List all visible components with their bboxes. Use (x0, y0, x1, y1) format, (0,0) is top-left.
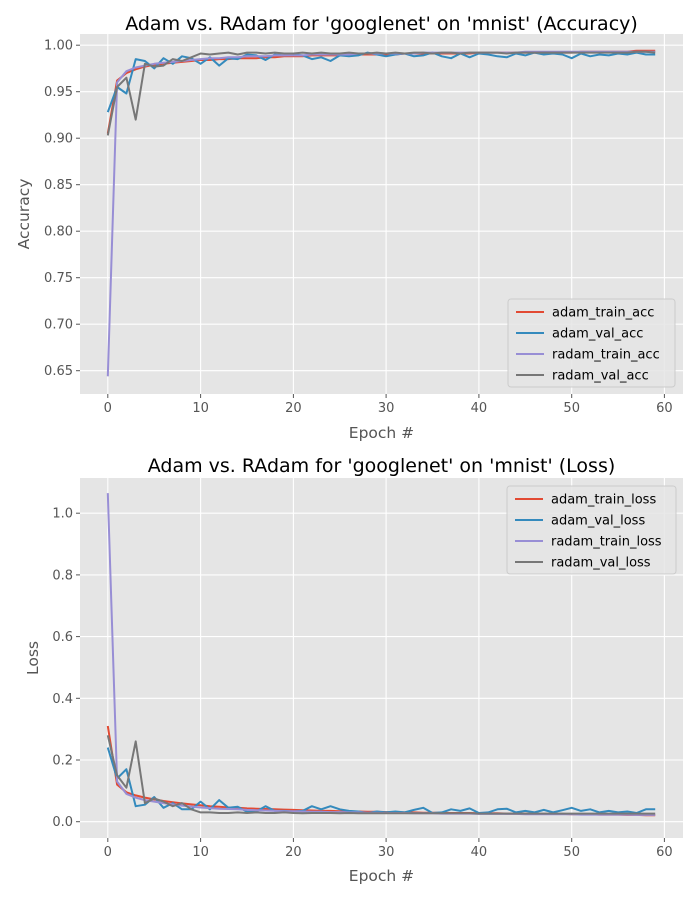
legend-label: radam_train_loss (551, 535, 662, 550)
legend-label: adam_train_loss (551, 493, 656, 508)
x-tick-label: 0 (104, 401, 112, 416)
x-tick-label: 30 (378, 401, 395, 416)
series-lines (106, 493, 656, 817)
series-lines (106, 49, 656, 377)
legend-label: adam_val_acc (552, 327, 643, 342)
x-tick-label: 50 (563, 845, 580, 860)
y-tick-label: 0.70 (44, 318, 73, 333)
loss-chart: 0 10 20 30 40 50 60 0.0 0.2 0.4 0.6 0.8 1.0 Adam vs.… (24, 455, 683, 885)
grid (80, 34, 683, 394)
legend: adam_train_loss adam_val_loss radam_train_… (506, 485, 677, 575)
y-tick-label: 1.00 (44, 39, 73, 54)
chart-title: Adam vs. RAdam for 'googlenet' on 'mnist… (148, 455, 616, 477)
axis-ticks: 0 10 20 30 40 50 60 0.0 0.2 0.4 0.6 0.8 1.0 (52, 507, 672, 860)
y-tick-label: 0.95 (44, 85, 73, 100)
y-tick-label: 0.85 (44, 178, 73, 193)
legend-label: radam_val_loss (551, 556, 651, 571)
y-tick-label: 0.65 (44, 364, 73, 379)
x-tick-label: 0 (104, 845, 112, 860)
x-axis-label: Epoch # (349, 424, 414, 442)
series-line-radam-val-acc (106, 50, 656, 136)
y-tick-label: 1.0 (52, 507, 73, 522)
y-tick-label: 0.4 (52, 692, 73, 707)
y-axis-label: Loss (24, 641, 42, 675)
x-tick-label: 10 (192, 845, 209, 860)
x-tick-label: 50 (563, 401, 580, 416)
legend: adam_train_acc adam_val_acc radam_train_ac… (507, 298, 676, 388)
legend-label: adam_val_loss (551, 514, 645, 529)
y-axis-label: Accuracy (15, 179, 33, 250)
y-tick-label: 0.90 (44, 132, 73, 147)
chart-title: Adam vs. RAdam for 'googlenet' on 'mnist… (125, 13, 638, 35)
legend-label: adam_train_acc (552, 306, 654, 321)
x-tick-label: 20 (285, 401, 302, 416)
y-tick-label: 0.6 (52, 630, 73, 645)
series-line-adam-val-acc (106, 51, 656, 113)
x-axis-label: Epoch # (349, 867, 414, 885)
legend-label: radam_train_acc (552, 348, 660, 363)
legend-box (507, 298, 676, 388)
x-tick-label: 60 (656, 845, 673, 860)
x-tick-label: 40 (471, 401, 488, 416)
y-tick-label: 0.80 (44, 225, 73, 240)
y-tick-label: 0.75 (44, 271, 73, 286)
axis-ticks: 0 10 20 30 40 50 60 0.65 0.70 0.75 0.80 0.85 0.90 0.9… (44, 39, 673, 416)
series-line-radam-val-loss (106, 735, 656, 815)
y-tick-label: 0.8 (52, 568, 73, 583)
x-tick-label: 20 (285, 845, 302, 860)
legend-label: radam_val_acc (552, 369, 649, 384)
x-tick-label: 40 (471, 845, 488, 860)
legend-box (506, 485, 677, 575)
y-tick-label: 0.2 (52, 754, 73, 769)
accuracy-chart: 0 10 20 30 40 50 60 0.65 0.70 0.75 0.80 0.85 0.90 0.9… (15, 13, 683, 442)
x-tick-label: 30 (378, 845, 395, 860)
x-tick-label: 10 (192, 401, 209, 416)
x-tick-label: 60 (656, 401, 673, 416)
y-tick-label: 0.0 (52, 815, 73, 830)
